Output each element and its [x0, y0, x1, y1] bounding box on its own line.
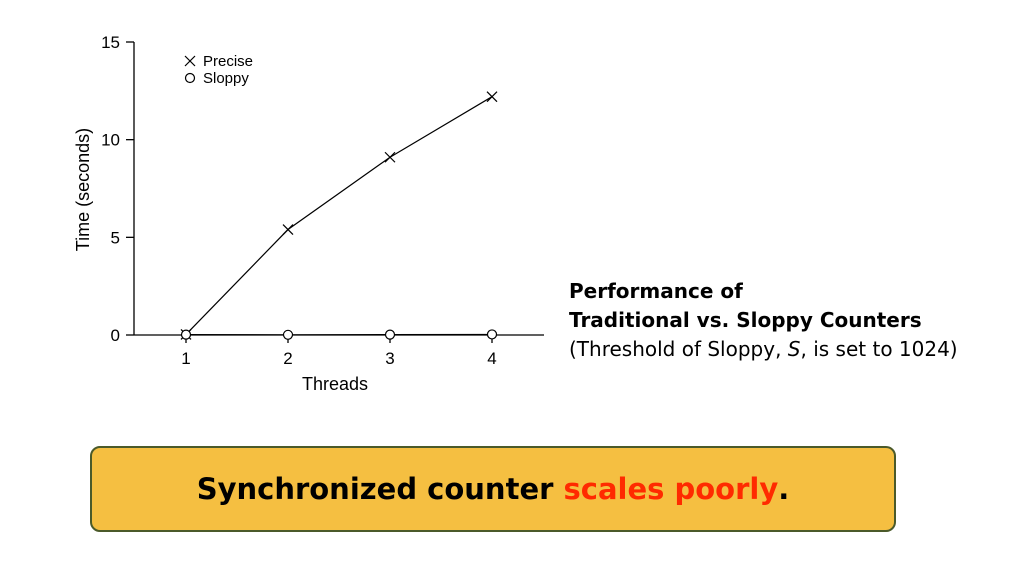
point-precise — [486, 91, 498, 103]
y-tick-label: 0 — [111, 326, 120, 345]
callout-highlight: scales poorly — [563, 472, 779, 506]
chart-ticks: 0 5 10 15 1 2 3 4 — [101, 33, 497, 368]
y-tick-label: 10 — [101, 131, 120, 150]
x-tick-label: 2 — [283, 349, 292, 368]
x-tick-label: 3 — [385, 349, 394, 368]
x-axis-label: Threads — [302, 374, 368, 394]
series-line-precise — [185, 96, 493, 335]
callout-prefix: Synchronized counter — [196, 472, 564, 506]
y-tick-label: 5 — [111, 228, 120, 247]
legend-marker-precise — [184, 55, 196, 67]
chart-caption: Performance of Traditional vs. Sloppy Co… — [569, 277, 958, 364]
legend-marker-sloppy — [184, 72, 196, 84]
point-sloppy — [282, 329, 294, 340]
legend-label: Precise — [203, 53, 253, 70]
marker-stroke — [384, 151, 396, 163]
performance-chart: Threads Time (seconds) 0 5 10 15 1 2 3 4 Precise… — [73, 33, 544, 394]
point-sloppy — [180, 329, 192, 340]
point-precise — [282, 224, 294, 235]
caption-line-3: (Threshold of Sloppy, S, is set to 1024) — [569, 337, 958, 361]
conclusion-callout: Synchronized counter scales poorly. — [90, 446, 896, 532]
y-axis-label: Time (seconds) — [73, 128, 93, 251]
caption-line-3-suffix: , is set to 1024) — [800, 337, 958, 361]
caption-threshold-symbol: S — [787, 337, 801, 361]
legend-item-precise: Precise — [184, 53, 253, 70]
caption-line-3-prefix: (Threshold of Sloppy, — [569, 337, 788, 361]
marker-stroke — [486, 91, 498, 103]
marker-stroke — [184, 55, 196, 67]
legend-item-sloppy: Sloppy — [184, 70, 249, 87]
point-precise — [384, 151, 396, 163]
point-sloppy — [486, 329, 498, 340]
x-tick-label: 4 — [487, 349, 496, 368]
chart-series — [180, 91, 498, 340]
caption-line-1: Performance of — [569, 279, 743, 303]
chart-axes: Threads Time (seconds) — [73, 42, 544, 394]
legend-label: Sloppy — [203, 70, 249, 87]
x-tick-label: 1 — [181, 349, 190, 368]
marker-stroke — [282, 224, 294, 235]
caption-line-2: Traditional vs. Sloppy Counters — [569, 308, 922, 332]
y-tick-label: 15 — [101, 33, 120, 52]
callout-suffix: . — [778, 472, 790, 506]
point-sloppy — [384, 329, 396, 340]
